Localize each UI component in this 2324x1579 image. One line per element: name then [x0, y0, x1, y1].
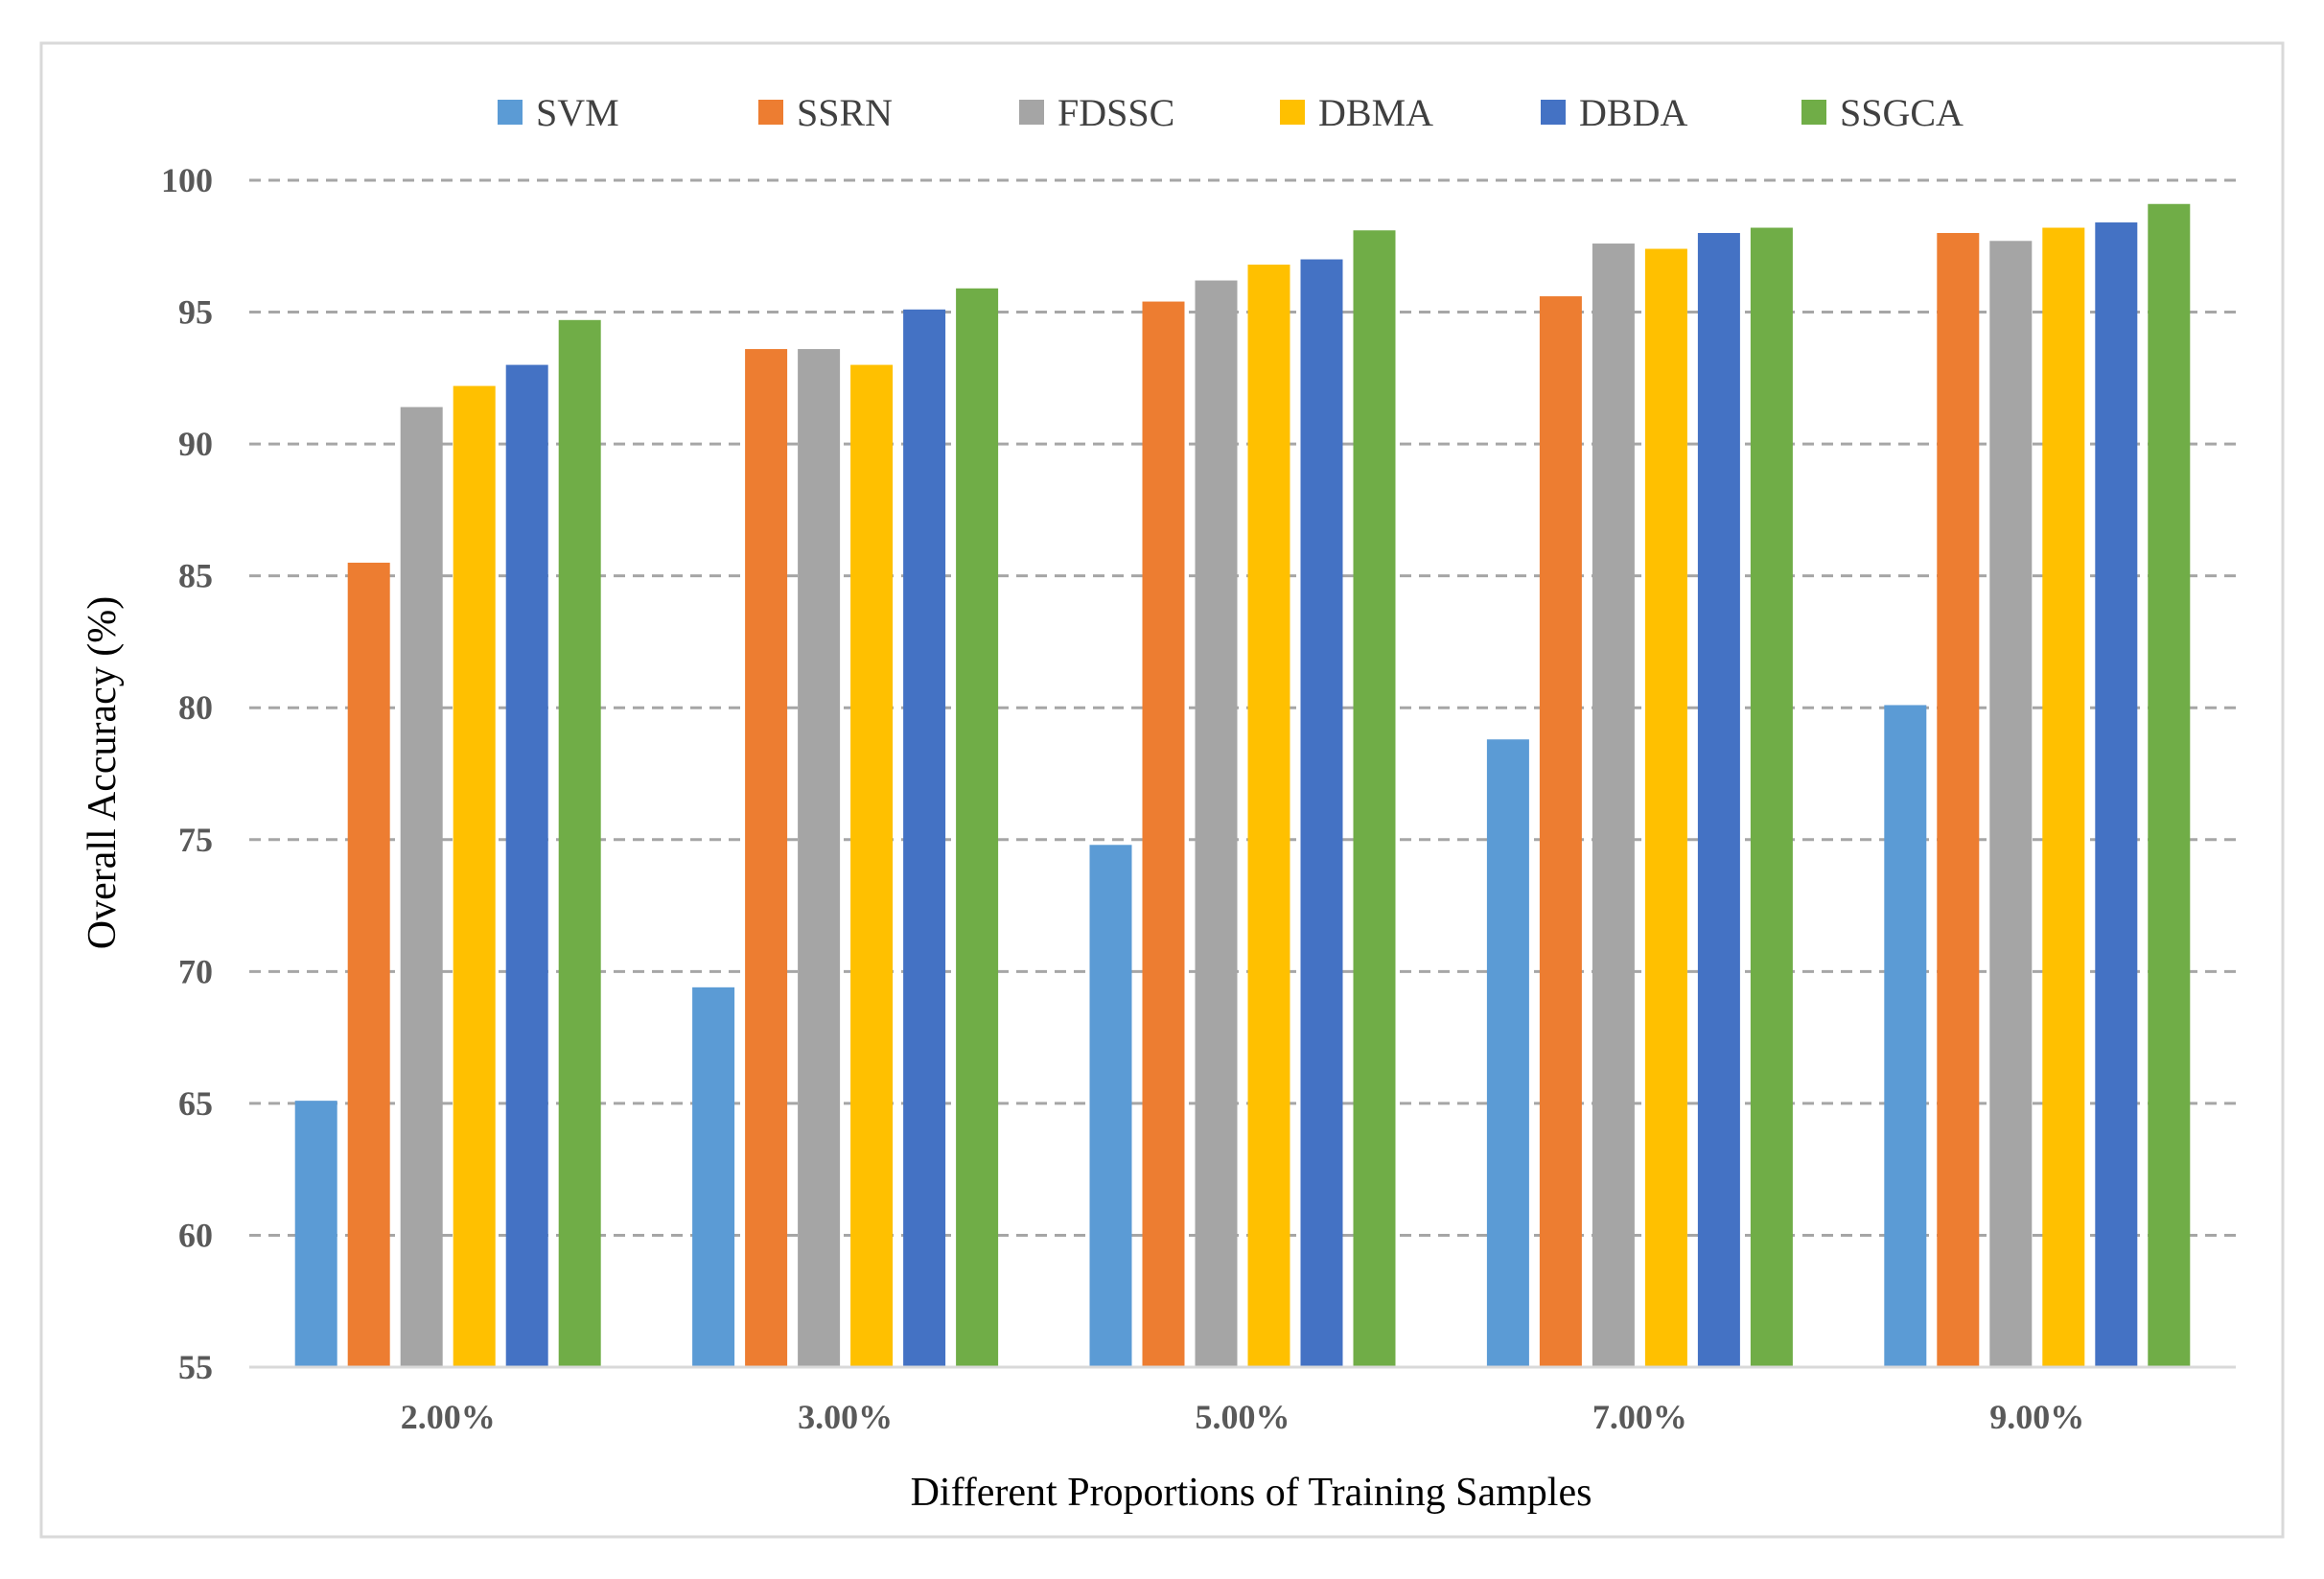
bar-ssgca-2	[956, 288, 999, 1368]
y-tick-label: 90	[178, 425, 213, 463]
axes: 55 60 65 70 75 80 85 90 95 100 2.00% 3.00% 5.00% 7.00…	[161, 161, 2236, 1436]
legend-label-svm: SVM	[536, 91, 619, 134]
y-tick-label: 60	[178, 1216, 213, 1254]
y-tick-label: 55	[178, 1348, 213, 1386]
legend-swatch-fdssc	[1019, 100, 1044, 125]
bar-fdssc-1	[400, 406, 443, 1367]
bar-dbda-1	[505, 364, 548, 1368]
x-tick-label: 7.00%	[1592, 1398, 1687, 1436]
bar-dbda-4	[1697, 233, 1740, 1367]
y-tick-label: 95	[178, 293, 213, 332]
legend: SVM SSRN FDSSC DBMA DBDA SSGCA	[498, 91, 1964, 134]
bar-ssgca-4	[1750, 227, 1793, 1367]
x-tick-label: 9.00%	[1989, 1398, 2084, 1436]
x-tick-label: 2.00%	[401, 1398, 496, 1436]
bar-ssrn-3	[1142, 301, 1185, 1367]
bar-dbda-5	[2095, 222, 2138, 1367]
y-tick-label: 100	[161, 161, 213, 199]
bar-dbda-2	[903, 309, 946, 1367]
y-axis-title: Overall Accuracy (%)	[81, 596, 125, 949]
bar-ssgca-1	[558, 319, 601, 1368]
bar-fdssc-4	[1592, 244, 1635, 1368]
bar-ssrn-4	[1539, 296, 1582, 1368]
legend-swatch-svm	[498, 100, 523, 125]
x-tick-label: 5.00%	[1196, 1398, 1290, 1436]
legend-label-ssgca: SSGCA	[1840, 91, 1964, 134]
bar-dbma-3	[1247, 265, 1290, 1368]
bars	[294, 203, 2191, 1368]
bar-dbma-1	[453, 385, 496, 1367]
legend-swatch-dbma	[1280, 100, 1305, 125]
y-tick-label: 70	[178, 952, 213, 990]
bar-fdssc-5	[1989, 241, 2033, 1368]
legend-label-dbda: DBDA	[1579, 91, 1687, 134]
y-tick-label: 80	[178, 688, 213, 727]
bar-ssrn-2	[745, 349, 788, 1368]
bar-svm-3	[1089, 845, 1132, 1367]
legend-swatch-dbda	[1541, 100, 1566, 125]
legend-label-dbma: DBMA	[1318, 91, 1433, 134]
legend-label-fdssc: FDSSC	[1057, 91, 1174, 134]
legend-swatch-ssrn	[758, 100, 783, 125]
legend-swatch-ssgca	[1801, 100, 1826, 125]
bar-svm-4	[1486, 739, 1529, 1367]
bar-dbma-5	[2042, 227, 2085, 1367]
bar-dbda-3	[1300, 259, 1343, 1367]
x-tick-label: 3.00%	[798, 1398, 893, 1436]
bar-ssgca-3	[1353, 230, 1396, 1367]
bar-svm-5	[1884, 705, 1927, 1367]
bar-fdssc-3	[1195, 280, 1238, 1367]
x-axis-title: Different Proportions of Training Sample…	[911, 1471, 1592, 1515]
legend-label-ssrn: SSRN	[797, 91, 893, 134]
bar-ssrn-5	[1937, 233, 1980, 1367]
bar-dbma-2	[850, 364, 894, 1368]
y-tick-label: 85	[178, 557, 213, 595]
y-tick-label: 75	[178, 821, 213, 859]
bar-fdssc-2	[798, 349, 841, 1368]
bar-dbma-4	[1644, 248, 1687, 1367]
y-tick-label: 65	[178, 1084, 213, 1123]
bar-svm-1	[294, 1101, 337, 1367]
bar-svm-2	[692, 987, 735, 1367]
bar-ssrn-1	[347, 562, 390, 1367]
bar-ssgca-5	[2148, 203, 2191, 1367]
